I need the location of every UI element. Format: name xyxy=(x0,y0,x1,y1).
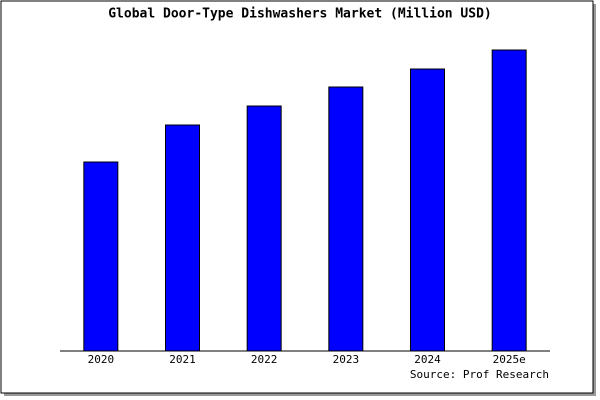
bar xyxy=(410,68,445,352)
source-note: Source: Prof Research xyxy=(410,368,549,381)
bar xyxy=(246,105,282,352)
chart-title: Global Door-Type Dishwashers Market (Mil… xyxy=(108,7,492,22)
x-tick-label: 2021 xyxy=(169,353,196,366)
x-tick-label: 2020 xyxy=(88,353,115,366)
bar xyxy=(165,124,200,352)
bar xyxy=(328,86,364,352)
x-tick-label: 2024 xyxy=(414,353,441,366)
x-tick-label: 2022 xyxy=(251,353,278,366)
bar xyxy=(83,161,119,352)
x-tick-label: 2023 xyxy=(333,353,360,366)
x-tick-label: 2025e xyxy=(493,353,526,366)
bar xyxy=(491,49,527,352)
